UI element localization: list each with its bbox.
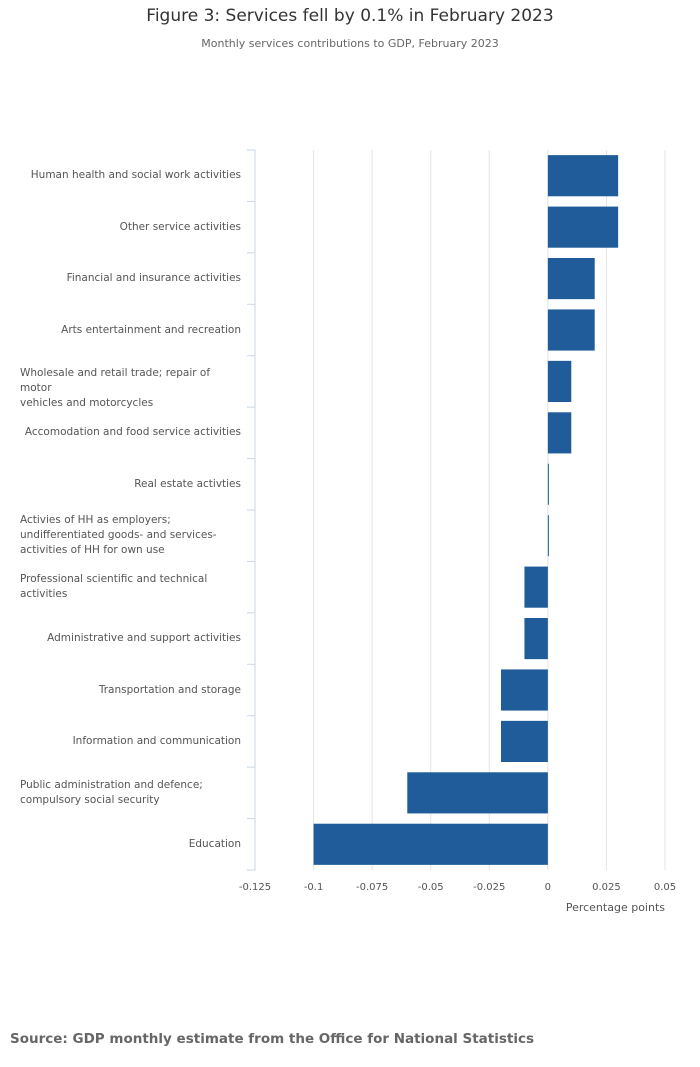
category-label: Education xyxy=(20,837,241,852)
category-label-line: vehicles and motorcycles xyxy=(20,397,154,410)
x-axis-title: Percentage points xyxy=(566,901,665,914)
bar xyxy=(501,669,548,711)
category-label-line: compulsory social security xyxy=(20,793,160,806)
category-label: Professional scientific and technical act… xyxy=(20,572,241,602)
category-label: Administrative and support activities xyxy=(20,631,241,646)
bar xyxy=(547,360,572,402)
x-tick-label: 0.025 xyxy=(592,882,621,893)
category-label: Human health and social work activities xyxy=(20,168,241,183)
category-label-line: Administrative and support activities xyxy=(47,632,241,645)
bar-chart: -0.125 -0.1 -0.075 -0.05 -0.025 0 0.025 0.05 Pe… xyxy=(239,149,676,914)
bar xyxy=(524,566,548,608)
x-tick-label: 0.05 xyxy=(654,882,676,893)
x-tick-label: -0.025 xyxy=(473,882,505,893)
category-label: Public administration and defence; compul… xyxy=(20,778,241,808)
bar xyxy=(547,258,595,300)
category-label-line: Arts entertainment and recreation xyxy=(61,323,241,336)
category-label-line: Activies of HH as employers; xyxy=(20,514,171,527)
source-note: Source: GDP monthly estimate from the Of… xyxy=(10,1031,535,1047)
category-label: Real estate activties xyxy=(20,477,241,492)
bar xyxy=(547,309,595,351)
chart-title: Figure 3: Services fell by 0.1% in Febru… xyxy=(146,6,554,26)
category-label-line: Human health and social work activities xyxy=(30,169,241,182)
x-tick-label: 0 xyxy=(545,882,551,893)
category-label: Wholesale and retail trade; repair of mo… xyxy=(20,366,241,411)
category-label-line: Public administration and defence; xyxy=(20,778,203,791)
category-label-line: Other service activities xyxy=(119,220,241,233)
x-tick-label: -0.05 xyxy=(418,882,444,893)
bar xyxy=(547,515,549,557)
bar xyxy=(407,772,548,814)
category-label-line: Information and communication xyxy=(72,734,241,747)
x-tick-label: -0.075 xyxy=(356,882,388,893)
category-label-line: activities xyxy=(20,588,68,601)
category-label-line: Transportation and storage xyxy=(98,683,241,696)
bar xyxy=(524,618,548,660)
x-tick-label: -0.1 xyxy=(304,882,324,893)
bar xyxy=(313,823,548,865)
category-label: Arts entertainment and recreation xyxy=(20,323,241,338)
category-label-line: Real estate activties xyxy=(134,477,241,490)
category-label: Activies of HH as employers; undifferenti… xyxy=(20,513,241,558)
category-label: Information and communication xyxy=(20,734,241,749)
category-label: Transportation and storage xyxy=(20,683,241,698)
x-tick-label: -0.125 xyxy=(239,882,271,893)
category-label-line: Accomodation and food service activities xyxy=(24,426,241,439)
y-axis xyxy=(247,149,256,871)
category-label-line: Wholesale and retail trade; repair of mo… xyxy=(20,367,211,395)
x-axis-ticks: -0.125 -0.1 -0.075 -0.05 -0.025 0 0.025 0.05 xyxy=(239,882,676,893)
bar xyxy=(547,463,549,505)
bar xyxy=(547,206,619,248)
bar xyxy=(547,155,619,197)
category-label-line: undifferentiated goods- and services- xyxy=(20,529,217,542)
grid-lines xyxy=(313,150,666,870)
bar xyxy=(501,720,548,762)
category-label-line: Professional scientific and technical xyxy=(20,573,208,586)
category-label: Other service activities xyxy=(20,220,241,235)
bar xyxy=(547,412,572,454)
category-label-line: Education xyxy=(188,837,241,850)
category-label-line: Financial and insurance activities xyxy=(66,272,241,285)
chart-subtitle: Monthly services contributions to GDP, F… xyxy=(201,37,499,50)
category-label: Accomodation and food service activities xyxy=(20,425,241,440)
category-label-line: activities of HH for own use xyxy=(20,544,165,557)
category-label: Financial and insurance activities xyxy=(20,271,241,286)
bars xyxy=(313,155,619,865)
